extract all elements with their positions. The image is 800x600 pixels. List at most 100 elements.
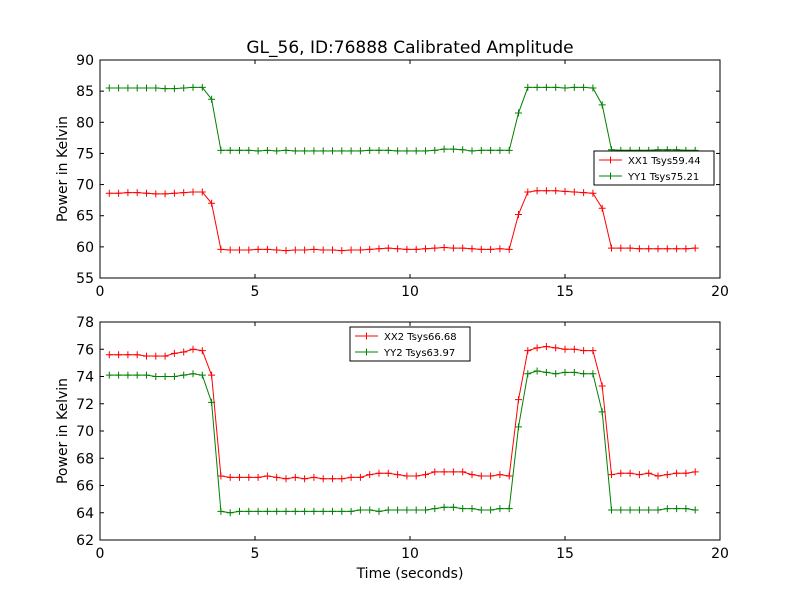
data-point xyxy=(273,507,281,515)
data-point xyxy=(310,507,318,515)
data-point xyxy=(245,146,253,154)
data-point xyxy=(152,373,160,380)
data-point xyxy=(384,506,392,514)
data-point xyxy=(468,505,476,513)
data-point xyxy=(617,506,625,514)
data-point xyxy=(412,147,420,155)
data-point xyxy=(645,469,653,477)
x-tick-label: 15 xyxy=(556,284,574,300)
data-point xyxy=(105,189,113,197)
data-point xyxy=(105,84,113,92)
data-point xyxy=(282,475,290,483)
data-point xyxy=(338,147,346,155)
data-point xyxy=(124,84,132,92)
data-point xyxy=(143,84,150,92)
y-tick-label: 74 xyxy=(76,370,94,386)
data-point xyxy=(570,368,578,376)
legend-label: YY2 Tsys63.97 xyxy=(383,348,455,359)
data-point xyxy=(440,243,448,251)
data-point xyxy=(217,146,225,154)
data-point xyxy=(366,245,374,253)
data-point xyxy=(580,347,588,355)
data-point xyxy=(198,83,206,91)
data-point xyxy=(273,246,281,254)
data-point xyxy=(301,147,309,155)
data-point xyxy=(561,84,569,92)
data-point xyxy=(217,472,225,480)
plot-frame xyxy=(99,321,721,541)
data-point xyxy=(133,84,141,92)
y-tick-label: 60 xyxy=(76,240,94,256)
data-point xyxy=(115,371,123,379)
data-point xyxy=(608,506,615,514)
data-point xyxy=(319,246,327,254)
data-point xyxy=(263,507,271,515)
data-point xyxy=(143,352,150,360)
data-point xyxy=(282,146,290,154)
data-point xyxy=(133,371,141,379)
x-tick-label: 5 xyxy=(251,284,260,300)
data-point xyxy=(682,469,690,477)
data-point xyxy=(394,245,402,253)
data-point xyxy=(673,469,681,477)
data-point xyxy=(263,245,271,253)
y-tick-label: 65 xyxy=(76,209,94,225)
data-point xyxy=(505,245,513,253)
data-point xyxy=(524,347,532,355)
data-point xyxy=(477,245,485,253)
data-point xyxy=(152,84,160,92)
top-plot: 0 5 10 15 20 55 60 65 70 75 80 85 90 Power in Kelvin X… xyxy=(55,53,729,300)
y-tick-label: 85 xyxy=(76,84,94,100)
data-point xyxy=(217,507,225,515)
legend-box xyxy=(593,150,715,186)
data-point xyxy=(459,468,467,476)
data-point xyxy=(487,506,495,514)
data-point xyxy=(236,507,243,515)
data-point xyxy=(338,475,346,483)
data-point xyxy=(691,506,699,514)
legend-marker xyxy=(607,156,614,164)
data-point xyxy=(180,348,188,356)
data-point xyxy=(394,506,402,514)
series-2 xyxy=(105,83,699,155)
data-point xyxy=(254,245,262,253)
data-point xyxy=(208,398,216,406)
data-point xyxy=(282,247,290,255)
data-point xyxy=(291,147,299,155)
data-point xyxy=(366,506,374,514)
x-tick-label: 15 xyxy=(556,546,574,562)
data-point xyxy=(273,147,281,155)
plot-frame xyxy=(99,59,721,279)
data-point xyxy=(598,204,606,212)
series-line xyxy=(109,346,696,480)
data-point xyxy=(533,187,541,195)
series-line xyxy=(109,190,696,252)
legend-marker xyxy=(363,332,370,340)
bottom-plot: 0 5 10 15 20 62 64 66 68 70 72 74 76 78 Power in Kelvi… xyxy=(55,315,729,562)
data-point xyxy=(161,373,169,380)
series-line xyxy=(109,86,696,152)
data-point xyxy=(440,468,448,476)
data-point xyxy=(356,246,364,254)
data-point xyxy=(226,146,234,154)
data-point xyxy=(115,351,123,359)
y-tick-label: 80 xyxy=(76,115,94,131)
x-tick-label: 10 xyxy=(401,546,419,562)
data-point xyxy=(319,147,327,155)
data-point xyxy=(542,187,550,195)
y-tick-label: 72 xyxy=(76,397,94,413)
data-point xyxy=(291,246,299,254)
data-point xyxy=(254,473,262,481)
data-point xyxy=(422,506,429,514)
data-point xyxy=(598,101,606,109)
data-point xyxy=(673,245,681,253)
data-point xyxy=(552,344,560,352)
y-tick-label: 55 xyxy=(76,271,94,287)
data-point xyxy=(505,146,513,154)
data-point xyxy=(691,468,699,476)
legend-marker xyxy=(363,348,370,356)
data-point xyxy=(152,352,160,360)
data-point xyxy=(468,471,476,479)
data-point xyxy=(487,472,495,480)
data-point xyxy=(589,84,597,92)
